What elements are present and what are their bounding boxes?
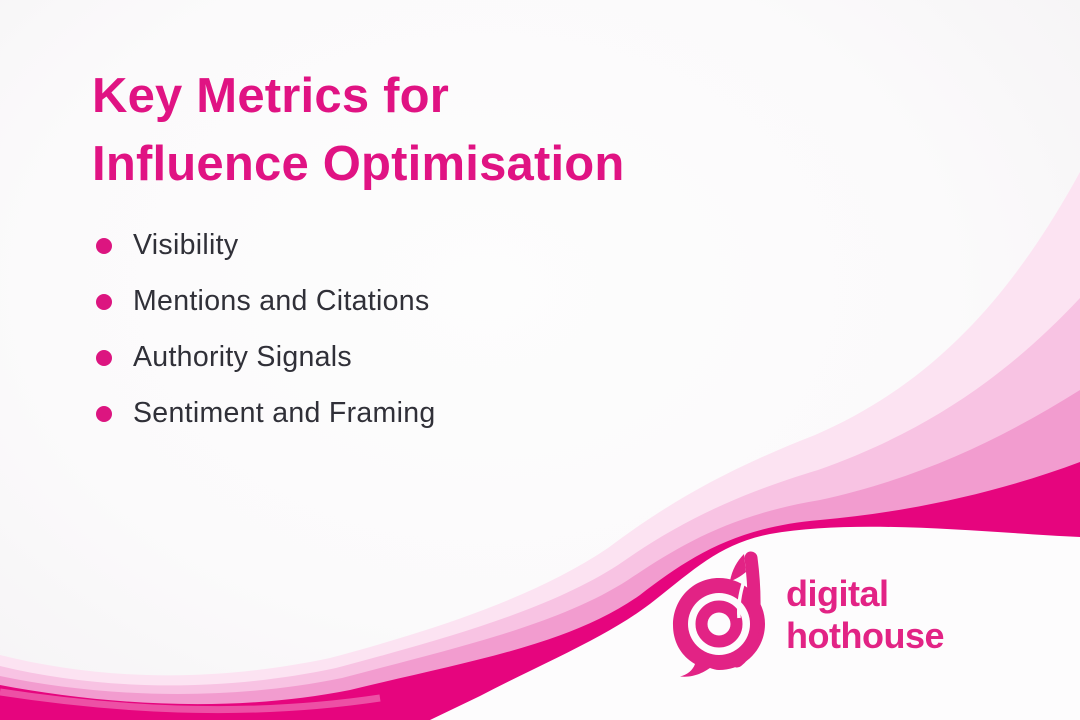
bullet-icon [96,237,112,254]
bullet-icon [96,293,112,310]
brand-wordmark-line1: digital [786,573,889,614]
brand-wordmark-line2: hothouse [786,615,944,656]
list-item-label: Authority Signals [133,341,352,373]
brand-wordmark: digital hothouse [786,573,944,657]
page-title-line1: Key Metrics for [92,69,450,123]
list-item-label: Sentiment and Framing [133,397,436,429]
bullet-icon [96,405,112,422]
list-item-label: Visibility [133,229,239,261]
list-item: Visibility [96,229,436,261]
list-item: Authority Signals [96,341,436,373]
bullet-icon [96,349,112,366]
key-metrics-list: Visibility Mentions and Citations Author… [96,229,436,454]
page-title-line2: Influence Optimisation [92,137,625,191]
list-item-label: Mentions and Citations [133,285,430,317]
list-item: Sentiment and Framing [96,397,436,429]
page-title: Key Metrics for Influence Optimisation [92,62,625,198]
list-item: Mentions and Citations [96,285,436,317]
digital-hothouse-logo-icon [673,551,765,677]
brand-logo: digital hothouse [666,549,944,679]
